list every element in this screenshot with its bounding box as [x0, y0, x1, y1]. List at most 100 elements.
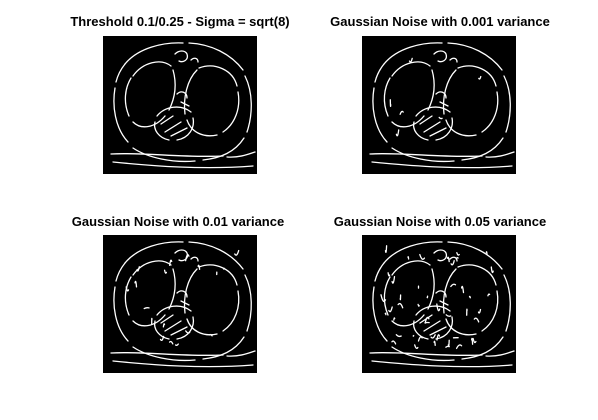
panel-title-3: Gaussian Noise with 0.01 variance — [71, 214, 285, 229]
edge-segment — [113, 286, 129, 342]
noise-edge-segment — [393, 317, 396, 321]
edge-segment — [374, 262, 385, 282]
edge-segment — [369, 152, 483, 158]
edge-segment — [423, 320, 441, 332]
edge-segment — [198, 65, 238, 87]
edge-segment — [164, 121, 182, 133]
noise-edge-segment — [414, 344, 419, 349]
noise-edge-segment — [445, 314, 452, 317]
edge-segment — [461, 137, 504, 161]
edge-segment — [435, 316, 454, 340]
noise-edge-segment — [380, 294, 387, 303]
edge-segment — [183, 268, 198, 314]
edge-segment — [369, 351, 483, 357]
edge-segment — [112, 161, 254, 169]
edge-segment — [164, 320, 182, 332]
edge-segment — [222, 290, 240, 332]
edge-map-2 — [369, 42, 515, 169]
edge-segment — [160, 115, 174, 125]
noise-edge-segment — [445, 345, 450, 348]
edge-segment — [412, 121, 429, 141]
edge-segment — [176, 117, 195, 141]
edge-segment — [391, 61, 431, 77]
edge-segment — [503, 274, 511, 332]
noise-edge-segment — [412, 334, 415, 337]
edge-segment — [170, 326, 188, 336]
edge-segment — [186, 119, 218, 137]
edge-segment — [457, 264, 497, 286]
noise-edge-segment — [446, 256, 450, 263]
noise-edge-segment — [450, 260, 455, 266]
edge-segment — [427, 268, 435, 310]
edge-segment — [153, 320, 170, 340]
edge-segment — [170, 127, 188, 137]
edge-segment — [226, 350, 256, 357]
edge-segment — [372, 87, 388, 143]
edge-segment — [222, 91, 240, 133]
noise-edge-segment — [162, 323, 166, 328]
edge-segment — [124, 276, 132, 316]
edge-segment — [427, 69, 435, 111]
noise-edge-segment — [408, 57, 413, 63]
edge-segment — [176, 290, 188, 298]
edge-segment — [457, 65, 497, 87]
noise-edge-segment — [436, 303, 441, 312]
edge-segment — [419, 115, 433, 125]
noise-edge-segment — [169, 259, 173, 267]
edge-segment — [180, 300, 190, 306]
noise-edge-segment — [397, 302, 404, 309]
edge-segment — [449, 57, 458, 63]
noise-edge-segment — [395, 129, 400, 137]
noise-edge-segment — [478, 75, 482, 80]
edge-segment — [190, 256, 199, 262]
edge-segment — [429, 127, 447, 137]
noise-edge-segment — [159, 335, 165, 342]
edge-segment — [174, 50, 189, 63]
edge-segment — [374, 63, 385, 83]
noise-edge-segment — [136, 266, 140, 272]
edge-segment — [132, 147, 196, 163]
edge-segment — [423, 121, 441, 133]
panel-title-2: Gaussian Noise with 0.001 variance — [330, 14, 550, 29]
edge-segment — [412, 320, 429, 340]
noise-edge-segment — [184, 254, 190, 262]
noise-edge-segment — [134, 280, 138, 288]
edge-segment — [447, 42, 503, 71]
noise-edge-segment — [460, 285, 465, 294]
edge-segment — [115, 63, 126, 83]
noise-edge-segment — [430, 334, 436, 339]
noise-edge-segment — [391, 340, 397, 345]
noise-edge-segment — [473, 317, 480, 323]
edge-image-2 — [362, 36, 516, 174]
edge-segment — [372, 286, 388, 342]
edge-segment — [132, 61, 172, 77]
edge-image-3 — [103, 235, 257, 373]
noise-edge-segment — [388, 306, 393, 313]
edge-segment — [391, 260, 431, 276]
edge-segment — [442, 69, 457, 115]
edge-image-1 — [103, 36, 257, 174]
edge-segment — [188, 241, 244, 270]
edge-segment — [198, 264, 238, 286]
noise-edge-segment — [455, 257, 459, 260]
noise-edge-segment — [436, 334, 441, 341]
noise-edge-segment — [399, 110, 404, 115]
edge-image-4 — [362, 235, 516, 373]
edge-segment — [435, 91, 447, 99]
noise-edge-segment — [234, 249, 240, 256]
edge-segment — [383, 42, 443, 65]
edge-segment — [202, 336, 245, 360]
noise-edge-segment — [455, 344, 463, 350]
edge-segment — [180, 101, 190, 107]
edge-segment — [383, 77, 391, 117]
edge-segment — [190, 57, 199, 63]
edge-map-1 — [110, 42, 256, 169]
edge-segment — [435, 290, 447, 298]
edge-segment — [113, 87, 129, 143]
edge-segment — [415, 305, 451, 316]
edge-segment — [442, 268, 457, 314]
edge-segment — [132, 115, 166, 128]
edge-segment — [391, 115, 425, 128]
noise-edge-segment — [208, 333, 213, 337]
edge-segment — [156, 305, 192, 316]
